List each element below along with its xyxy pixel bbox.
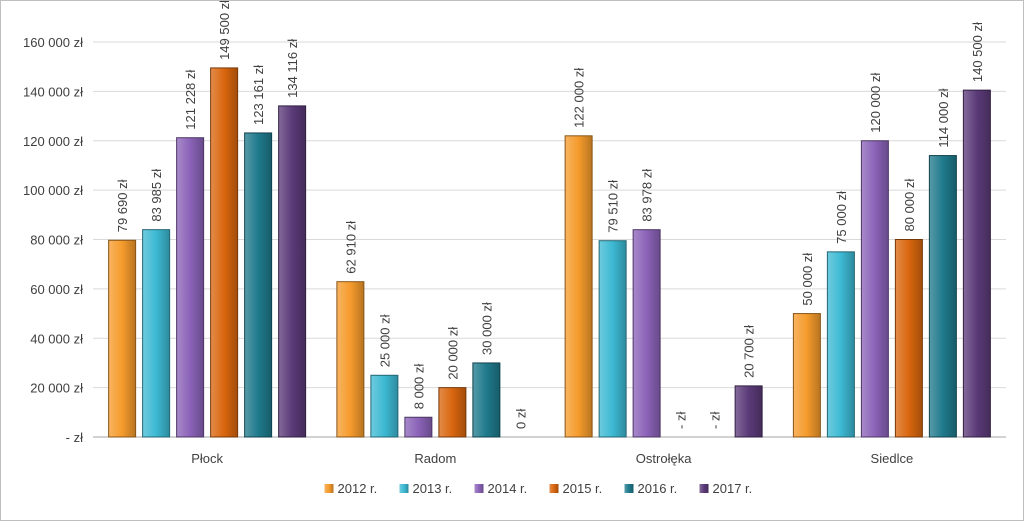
x-axis-tick-labels: Płock Radom Ostrołęka Siedlce bbox=[191, 451, 913, 466]
bar-siedlce-2015-r bbox=[894, 239, 923, 438]
data-label: 123 161 zł bbox=[251, 65, 266, 125]
data-label: 83 978 zł bbox=[640, 169, 655, 222]
legend-label: 2013 r. bbox=[413, 481, 453, 496]
data-label: 62 910 zł bbox=[343, 221, 358, 274]
legend-label: 2014 r. bbox=[488, 481, 528, 496]
data-label: 50 000 zł bbox=[800, 253, 815, 306]
data-label: 0 zł bbox=[513, 409, 528, 429]
legend-swatch bbox=[549, 484, 559, 493]
bar-siedlce-2016-r bbox=[928, 155, 957, 438]
data-label: 121 228 zł bbox=[183, 70, 198, 130]
x-tick-label: Radom bbox=[414, 451, 456, 466]
x-tick-label: Ostrołęka bbox=[636, 451, 692, 466]
y-tick-label: - zł bbox=[66, 430, 83, 445]
y-tick-label: 20 000 zł bbox=[30, 381, 83, 396]
data-label: 8 000 zł bbox=[411, 364, 426, 410]
bar-radom-2015-r bbox=[438, 387, 467, 438]
bar-plock-2017-r bbox=[278, 105, 307, 438]
legend-swatch bbox=[399, 484, 409, 493]
data-labels: 79 690 zł 83 985 zł 121 228 zł 149 500 zł 12… bbox=[115, 1, 985, 429]
y-tick-label: 80 000 zł bbox=[30, 233, 83, 248]
y-tick-label: 100 000 zł bbox=[23, 183, 83, 198]
data-label: - zł bbox=[674, 412, 689, 429]
data-label: 79 510 zł bbox=[606, 180, 621, 233]
bar-ostroleka-2014-r bbox=[632, 229, 661, 438]
legend-label: 2012 r. bbox=[338, 481, 378, 496]
bar-radom-2016-r bbox=[472, 362, 501, 438]
bar-ostroleka-2013-r bbox=[598, 240, 627, 438]
legend: 2012 r. 2013 r. 2014 r. 2015 r. 2016 r. 2017 … bbox=[324, 481, 753, 496]
bar-ostroleka-2012-r bbox=[564, 135, 593, 438]
bar-plock-2012-r bbox=[108, 239, 137, 438]
bars bbox=[108, 67, 991, 438]
bar-siedlce-2014-r bbox=[860, 140, 889, 438]
y-tick-label: 40 000 zł bbox=[30, 331, 83, 346]
bar-plock-2016-r bbox=[244, 132, 273, 438]
data-label: 149 500 zł bbox=[217, 1, 232, 60]
data-label: 75 000 zł bbox=[834, 191, 849, 244]
data-label: 20 000 zł bbox=[445, 327, 460, 380]
x-tick-label: Siedlce bbox=[871, 451, 914, 466]
y-tick-label: 60 000 zł bbox=[30, 282, 83, 297]
bar-plock-2014-r bbox=[176, 137, 205, 438]
bar-siedlce-2012-r bbox=[792, 313, 821, 438]
x-tick-label: Płock bbox=[191, 451, 223, 466]
y-tick-label: 120 000 zł bbox=[23, 134, 83, 149]
legend-swatch bbox=[624, 484, 634, 493]
legend-label: 2016 r. bbox=[638, 481, 678, 496]
bar-siedlce-2013-r bbox=[826, 251, 855, 438]
data-label: 134 116 zł bbox=[285, 39, 300, 98]
bar-radom-2014-r bbox=[404, 416, 433, 438]
legend-swatch bbox=[699, 484, 709, 493]
legend-swatch bbox=[474, 484, 484, 493]
bar-radom-2013-r bbox=[370, 374, 399, 438]
bar-radom-2012-r bbox=[336, 281, 365, 438]
legend-swatch bbox=[324, 484, 334, 493]
bar-siedlce-2017-r bbox=[962, 89, 991, 438]
legend-label: 2017 r. bbox=[713, 481, 753, 496]
y-axis-tick-labels: - zł 20 000 zł 40 000 zł 60 000 zł 80 000 zł… bbox=[23, 35, 83, 445]
data-label: 80 000 zł bbox=[902, 179, 917, 232]
data-label: 79 690 zł bbox=[115, 179, 130, 232]
y-tick-label: 140 000 zł bbox=[23, 84, 83, 99]
data-label: 20 700 zł bbox=[742, 325, 757, 378]
data-label: 25 000 zł bbox=[377, 314, 392, 367]
legend-label: 2015 r. bbox=[563, 481, 603, 496]
data-label: 140 500 zł bbox=[970, 22, 985, 82]
data-label: 83 985 zł bbox=[149, 169, 164, 222]
y-tick-label: 160 000 zł bbox=[23, 35, 83, 50]
data-label: 30 000 zł bbox=[479, 302, 494, 355]
data-label: - zł bbox=[708, 412, 723, 429]
bar-plock-2015-r bbox=[210, 67, 239, 438]
data-label: 122 000 zł bbox=[572, 68, 587, 128]
bar-ostroleka-2017-r bbox=[734, 385, 763, 438]
bar-plock-2013-r bbox=[142, 229, 171, 438]
data-label: 114 000 zł bbox=[936, 88, 951, 147]
data-label: 120 000 zł bbox=[868, 73, 883, 133]
